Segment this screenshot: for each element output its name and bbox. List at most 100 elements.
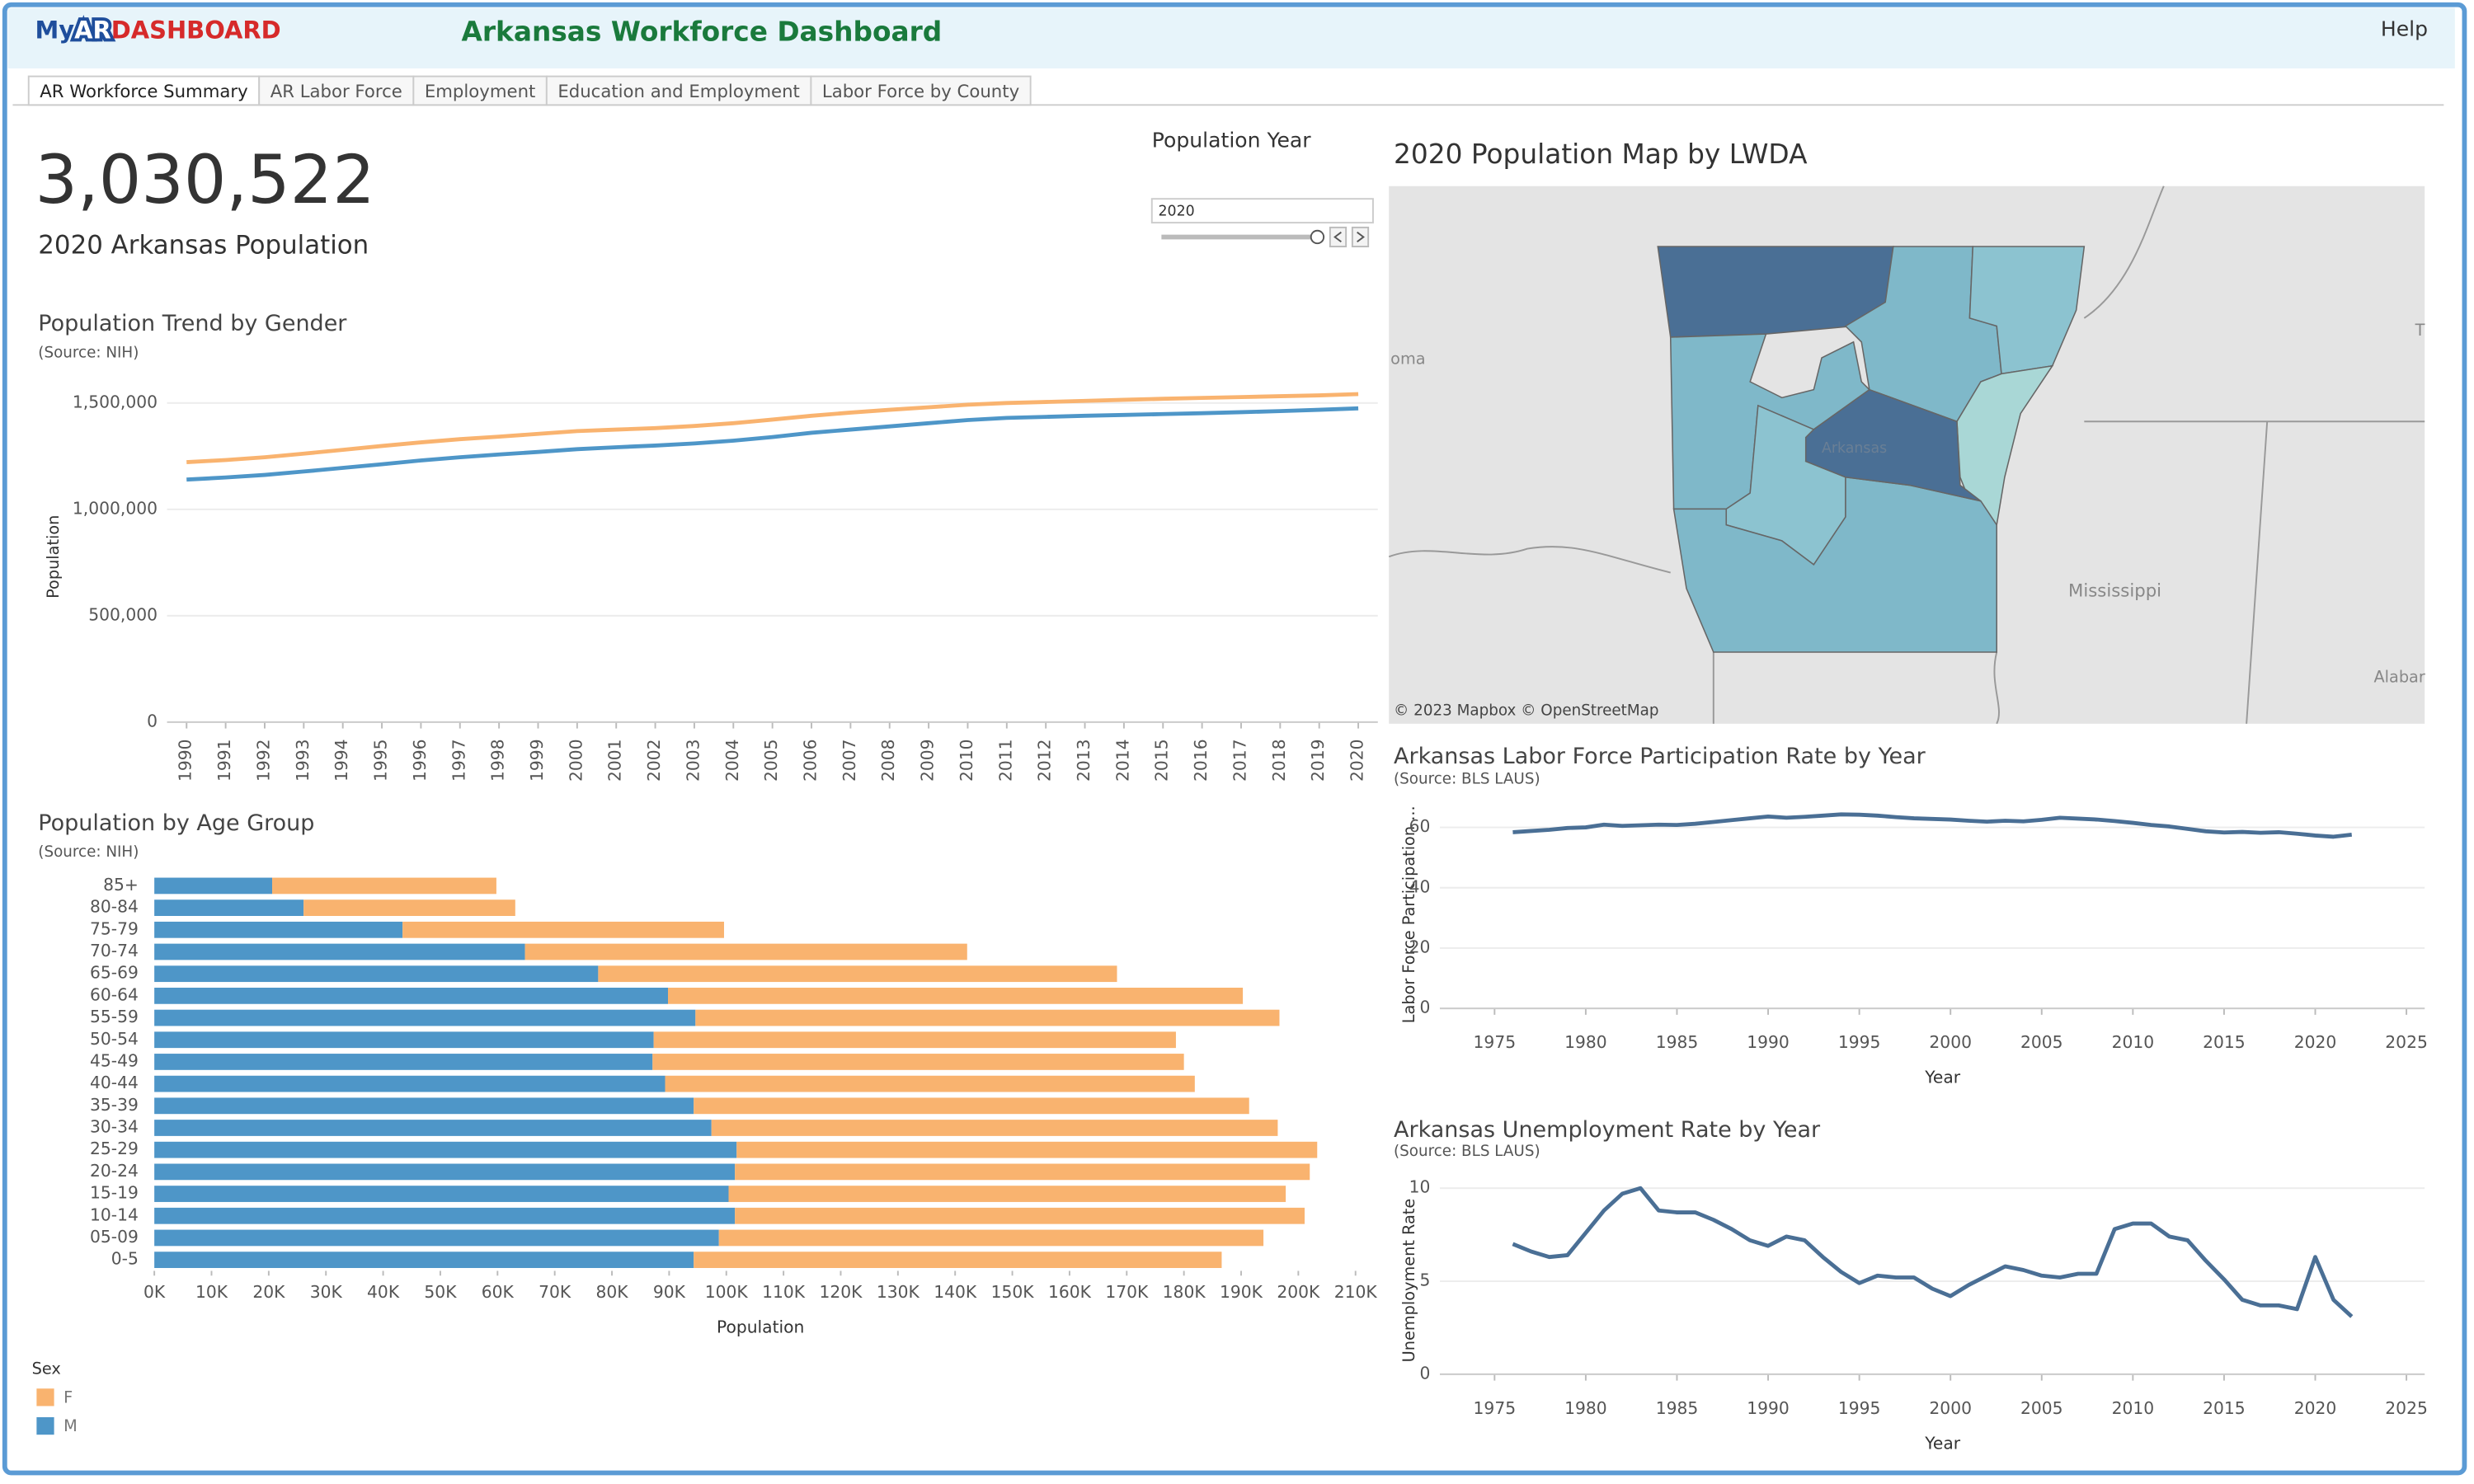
y-tick-label: 20-24 (90, 1161, 139, 1181)
bar[interactable] (694, 1252, 1222, 1269)
x-tick-label: 1994 (332, 739, 351, 782)
arrows (1333, 231, 1365, 243)
bar[interactable] (154, 1207, 736, 1224)
bar[interactable] (154, 899, 304, 916)
bar[interactable] (272, 877, 496, 895)
legend-label[interactable]: F (63, 1388, 73, 1407)
x-axis-label: Year (1924, 1433, 1961, 1453)
line-series (1512, 812, 2353, 839)
legend-label[interactable]: M (63, 1416, 78, 1435)
x-tick-label: 1975 (1474, 1032, 1517, 1052)
x-tick-label: 60K (482, 1282, 515, 1302)
bar[interactable] (735, 1163, 1310, 1181)
x-tick-label: 1990 (1747, 1398, 1790, 1418)
tab-box[interactable] (258, 75, 415, 106)
bar[interactable] (303, 899, 515, 916)
legend-swatch[interactable] (36, 1388, 54, 1407)
tab[interactable]: Labor Force by County (822, 82, 1019, 102)
state-lines (1388, 186, 2425, 725)
bar[interactable] (695, 1009, 1280, 1026)
chart-title: Population Trend by Gender (38, 311, 347, 336)
map[interactable]: oma Arkansas Mississippi Alabar T © 2023… (1388, 186, 2425, 725)
bar[interactable] (154, 1120, 712, 1136)
y-tick-label: 500,000 (88, 604, 158, 624)
y-axis-label: Labor Force Participation ... (1399, 805, 1418, 1023)
bar[interactable] (718, 1229, 1264, 1247)
bar[interactable] (154, 1141, 737, 1158)
x-tick-label: 1985 (1656, 1032, 1699, 1052)
bar[interactable] (668, 988, 1244, 1004)
bar[interactable] (665, 1075, 1195, 1092)
chart-title: Arkansas Unemployment Rate by Year (1394, 1117, 1821, 1143)
tab-box[interactable] (545, 75, 812, 106)
filter-label: Population Year (1152, 129, 1312, 153)
region[interactable] (1804, 388, 1982, 502)
tab[interactable]: AR Workforce Summary (40, 82, 247, 102)
bar[interactable] (652, 1054, 1184, 1070)
bar[interactable] (154, 1054, 653, 1070)
bar[interactable] (154, 1186, 729, 1202)
x-tick-label: 2011 (995, 739, 1015, 782)
x-tick-label: 2005 (2020, 1032, 2063, 1052)
tab-box[interactable] (810, 75, 1032, 106)
tab-box[interactable] (412, 75, 548, 106)
bar[interactable] (598, 965, 1117, 983)
app-title: Arkansas Workforce Dashboard (461, 16, 942, 48)
tab[interactable]: AR Labor Force (270, 82, 402, 102)
bar[interactable] (402, 921, 724, 938)
charts: Population Trend by Gender(Source: NIH)P… (32, 311, 2428, 1453)
bar[interactable] (154, 988, 669, 1004)
bar[interactable] (154, 877, 273, 895)
bar[interactable] (711, 1120, 1278, 1136)
bar[interactable] (154, 921, 403, 938)
x-tick-label: 2006 (801, 739, 821, 782)
x-tick-label: 1992 (253, 739, 273, 782)
x-tick-label: 2015 (2203, 1398, 2246, 1418)
tab-box[interactable] (27, 75, 261, 106)
bar[interactable] (154, 1009, 696, 1026)
x-tick-label: 2012 (1035, 739, 1055, 782)
bar[interactable] (154, 1163, 736, 1181)
bar[interactable] (154, 943, 525, 960)
x-tick-label: 2020 (1348, 739, 1367, 782)
y-tick-label: 1,500,000 (73, 392, 158, 411)
chart-subtitle: (Source: BLS LAUS) (1394, 770, 1540, 787)
bar[interactable] (728, 1186, 1286, 1202)
filter-input[interactable] (1150, 198, 1374, 224)
x-tick-label: 2008 (878, 739, 898, 782)
bar[interactable] (154, 1031, 654, 1049)
x-tick-label: 200K (1277, 1282, 1320, 1302)
x-tick-label: 1990 (1747, 1032, 1790, 1052)
y-tick-label: 75-79 (90, 918, 139, 938)
y-tick-label: 0 (1420, 998, 1431, 1017)
filter-value[interactable]: 2020 (1159, 204, 1195, 220)
y-tick-label: 5 (1420, 1270, 1431, 1290)
tab[interactable]: Education and Employment (557, 82, 800, 102)
x-tick-label: 20K (252, 1282, 285, 1302)
map-title: 2020 Population Map by LWDA (1394, 139, 1808, 170)
slider-handle[interactable] (1310, 229, 1325, 245)
bar[interactable] (735, 1207, 1305, 1224)
y-tick-label: 50-54 (90, 1029, 139, 1049)
chart-subtitle: (Source: BLS LAUS) (1394, 1143, 1540, 1160)
bar[interactable] (154, 1229, 719, 1247)
help-link[interactable]: Help (2381, 17, 2428, 41)
x-tick-label: 2015 (2203, 1032, 2246, 1052)
next-button[interactable] (1351, 226, 1370, 247)
bar[interactable] (694, 1097, 1249, 1115)
kpi-value: 3,030,522 (35, 142, 374, 219)
tab[interactable]: Employment (425, 82, 535, 102)
bar[interactable] (154, 1252, 694, 1269)
bar[interactable] (653, 1031, 1176, 1049)
bar[interactable] (524, 943, 967, 960)
bar[interactable] (736, 1141, 1318, 1158)
x-tick-label: 2004 (722, 739, 742, 782)
bar[interactable] (154, 1097, 694, 1115)
legend-swatch[interactable] (36, 1416, 54, 1435)
x-tick-label: 100K (705, 1282, 749, 1302)
prev-button[interactable] (1329, 226, 1348, 247)
bar[interactable] (154, 1075, 666, 1092)
x-tick-label: 1995 (1838, 1398, 1881, 1418)
bar[interactable] (154, 965, 599, 983)
x-tick-label: 1980 (1564, 1398, 1607, 1418)
